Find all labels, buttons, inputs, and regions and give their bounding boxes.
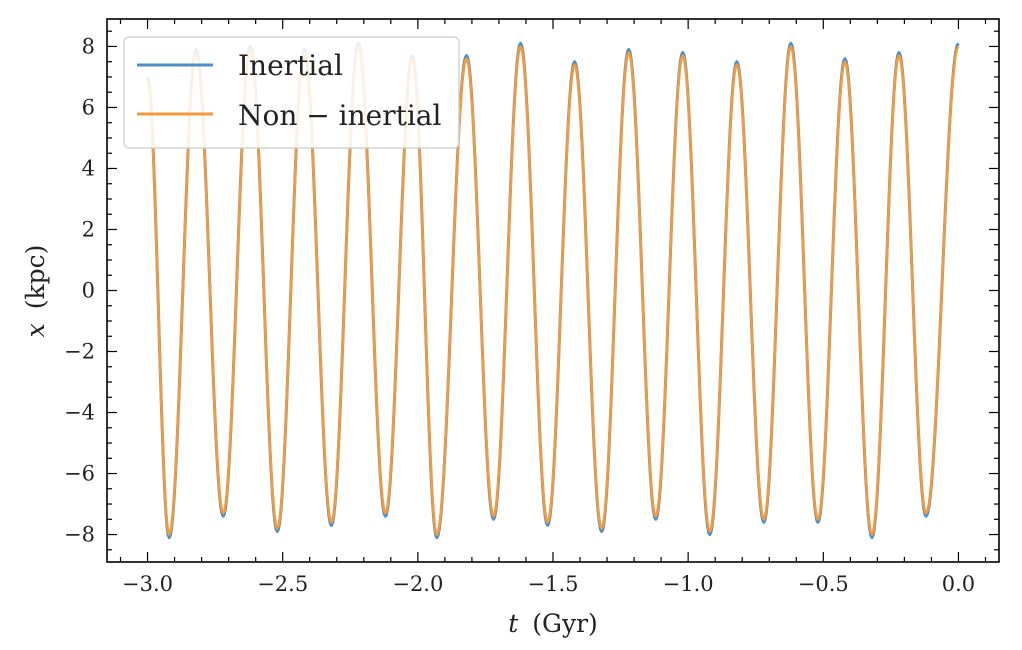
series-layer: [146, 41, 960, 540]
y-axis-label-var: x: [21, 323, 50, 337]
series-line-inertial: [146, 41, 960, 540]
y-tick-labels: −8 −6 −4 −2 0 2 4 6 8: [64, 34, 95, 546]
x-tick-label: −1.0: [663, 572, 714, 596]
x-tick-label: −2.0: [392, 572, 443, 596]
legend-label-inertial: Inertial: [238, 49, 343, 82]
y-tick-label: −2: [64, 340, 95, 364]
x-axis-label-unit: (Gyr): [532, 609, 598, 638]
series-line-non-inertial: [146, 45, 960, 536]
x-tick-label: −3.0: [122, 572, 173, 596]
plot-frame: [106, 18, 1000, 563]
y-tick-label: −6: [64, 462, 95, 486]
x-tick-label: −2.5: [257, 572, 308, 596]
x-tick-label: −0.5: [798, 572, 849, 596]
x-tick-label: 0.0: [942, 572, 975, 596]
y-tick-label: 4: [82, 156, 95, 180]
y-axis-label-unit: (kpc): [21, 245, 50, 310]
legend: Inertial Non − inertial: [123, 36, 460, 149]
x-axis-label: t (Gyr): [508, 609, 598, 638]
x-tick-label: −1.5: [528, 572, 579, 596]
y-tick-label: 2: [82, 217, 95, 241]
y-tick-label: 6: [82, 95, 95, 119]
y-tick-label: −8: [64, 523, 95, 547]
legend-label-non-inertial: Non − inertial: [238, 99, 441, 132]
axis-ticks: [107, 19, 999, 562]
y-axis-label: x (kpc): [21, 245, 50, 338]
x-tick-labels: −3.0 −2.5 −2.0 −1.5 −1.0 −0.5 0.0: [122, 572, 975, 596]
y-tick-label: −4: [64, 401, 95, 425]
y-tick-label: 0: [82, 279, 95, 303]
x-axis-label-var: t: [508, 609, 519, 638]
y-tick-label: 8: [82, 34, 95, 58]
